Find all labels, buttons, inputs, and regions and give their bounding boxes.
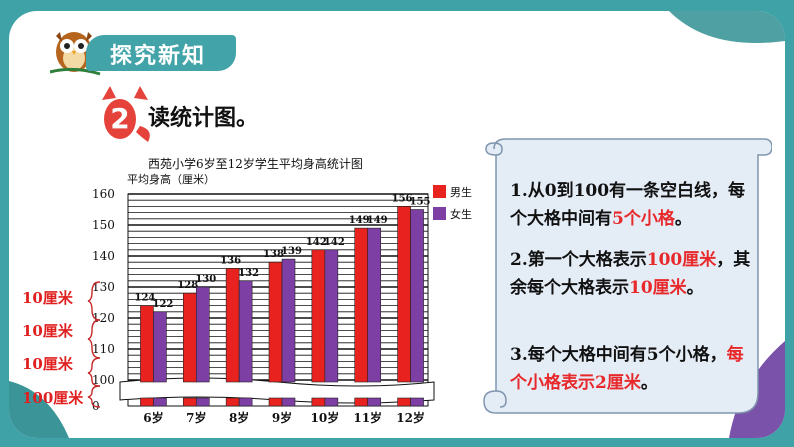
note-1-text: 1.从0到100有一条空白线，每个大格中间有 (510, 181, 746, 229)
y-tick-label: 100 (92, 373, 115, 387)
step-number-badge: 2 (104, 99, 136, 139)
x-tick-label: 8岁 (229, 410, 249, 425)
bar-boys (225, 268, 240, 383)
step-label: 读统计图。 (148, 106, 259, 131)
note-1-highlight: 5个小格 (612, 209, 675, 229)
bar-girls (281, 258, 296, 383)
bar-boys (268, 261, 283, 383)
data-label: 156 (392, 193, 413, 204)
note-3-end: 。 (640, 373, 658, 393)
bar-girls (153, 311, 167, 383)
x-tick-label: 11岁 (353, 410, 382, 425)
data-label: 142 (324, 237, 345, 248)
note-1: 1.从0到100有一条空白线，每个大格中间有5个小格。 (510, 177, 760, 233)
x-tick-label: 9岁 (272, 410, 292, 425)
x-tick-label: 7岁 (186, 410, 206, 425)
note-scroll (483, 138, 772, 414)
y-tick-label: 120 (92, 311, 115, 325)
decor-top-right (669, 11, 785, 43)
note-1-end: 。 (674, 209, 692, 229)
note-2: 2.第一个大格表示100厘米，其余每个大格表示10厘米。 (510, 246, 760, 302)
y-tick-label: 150 (92, 218, 115, 232)
bar-girls (238, 280, 253, 383)
legend-swatch-boys (433, 185, 446, 198)
side-label-1: 10厘米 (22, 289, 73, 307)
bar-stub (182, 397, 197, 407)
data-label: 155 (410, 197, 431, 208)
note-2-text: 2.第一个大格表示 (510, 250, 647, 270)
data-label: 122 (152, 299, 173, 310)
side-label-2: 10厘米 (22, 322, 73, 340)
y-tick-label: 130 (92, 280, 115, 294)
note-3: 3.每个大格中间有5个小格，每个小格表示2厘米。 (510, 341, 760, 397)
note-3-text: 3.每个大格中间有5个小格， (510, 345, 727, 365)
bar-boys (397, 206, 411, 383)
x-tick-label: 6岁 (143, 410, 163, 425)
bar-boys (182, 292, 197, 383)
side-label-4: 100厘米 (22, 389, 84, 407)
bar-stub (268, 397, 283, 407)
data-label: 149 (367, 215, 388, 226)
section-title: 探究新知 (110, 44, 207, 69)
note-2-end: 。 (686, 278, 704, 298)
bar-girls (410, 209, 424, 383)
y-tick-label: 160 (92, 187, 115, 201)
data-label: 139 (281, 246, 302, 257)
bar-stub (225, 397, 240, 407)
legend-label-boys: 男生 (450, 186, 472, 199)
note-3-highlight: 每个小格表示2厘米 (510, 345, 744, 393)
data-label: 128 (177, 280, 198, 291)
section-title-badge (86, 35, 236, 71)
side-brackets (87, 281, 101, 408)
data-label: 138 (263, 249, 284, 260)
note-2-highlight-2: 10厘米 (629, 278, 687, 298)
bar-girls (367, 227, 382, 383)
data-label: 132 (238, 268, 259, 279)
y-tick-label: 140 (92, 249, 115, 263)
bar-girls (195, 286, 210, 383)
legend-label-girls: 女生 (450, 208, 472, 221)
bar-girls (324, 249, 339, 383)
chart-title: 西苑小学6岁至12岁学生平均身高统计图 (148, 157, 363, 171)
x-tick-label: 12岁 (396, 410, 425, 425)
bar-stub (195, 397, 210, 407)
data-label: 136 (220, 255, 241, 266)
bar-stub (238, 397, 253, 407)
bar-stub (311, 397, 326, 407)
bar-stub (397, 397, 411, 407)
bar-boys (354, 227, 369, 383)
bar-stub (140, 397, 154, 407)
legend-swatch-girls (433, 207, 446, 220)
data-label: 124 (134, 293, 155, 304)
owl-icon (49, 32, 101, 76)
x-tick-label: 10岁 (311, 410, 340, 425)
data-label: 130 (195, 274, 216, 285)
y-axis-label: 平均身高（厘米） (127, 173, 215, 186)
bar-boys (140, 305, 154, 383)
bar-stub (367, 397, 382, 407)
side-label-3: 10厘米 (22, 355, 73, 373)
decor-bottom-left (9, 381, 69, 438)
bar-boys (311, 249, 326, 383)
fox-icon (102, 86, 150, 142)
data-label: 149 (349, 215, 370, 226)
bar-stub (153, 397, 167, 407)
bar-stub (324, 397, 339, 407)
data-label: 142 (306, 237, 327, 248)
note-2-mid: ，其余每个大格表示 (510, 250, 751, 298)
bar-stub (281, 397, 296, 407)
y-tick-label: 110 (92, 342, 115, 356)
bar-stub (410, 397, 424, 407)
bar-stub (354, 397, 369, 407)
note-2-highlight-1: 100厘米 (646, 250, 717, 270)
